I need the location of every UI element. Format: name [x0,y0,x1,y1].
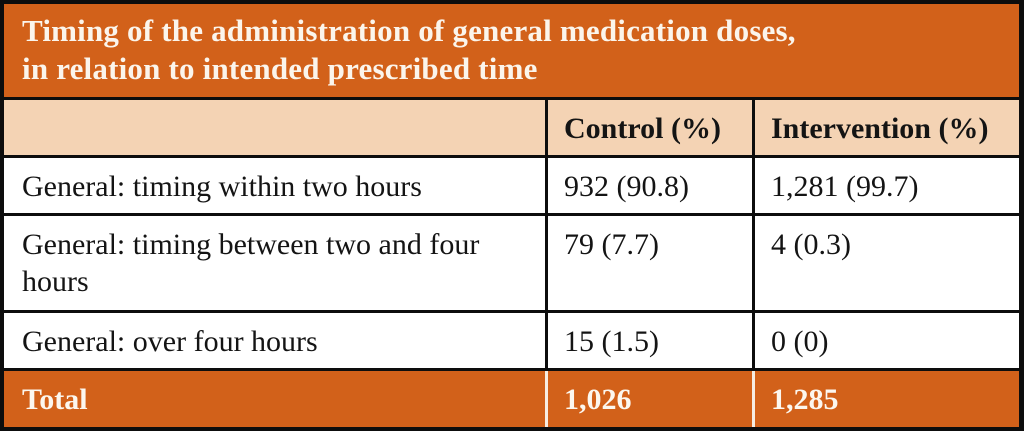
table-row: General: over four hours 15 (1.5) 0 (0) [4,310,1019,368]
table-header-row: Control (%) Intervention (%) [4,97,1019,155]
control-value: 79 (7.7) [548,216,755,310]
title-line-2: in relation to intended prescribed time [22,51,538,86]
table-row: General: timing between two and four hou… [4,213,1019,310]
header-cell-empty [4,100,548,155]
table-total-row: Total 1,026 1,285 [4,368,1019,427]
header-cell-intervention: Intervention (%) [771,112,989,145]
intervention-value: 1,281 (99.7) [771,170,919,203]
table-frame: Timing of the administration of general … [0,0,1024,431]
intervention-value: 4 (0.3) [771,228,851,261]
data-table: Control (%) Intervention (%) General: ti… [4,97,1019,427]
table-row: General: timing within two hours 932 (90… [4,155,1019,213]
intervention-value: 0 (0) [771,325,829,358]
total-label: Total [4,371,548,427]
total-intervention-value: 1,285 [771,383,839,416]
row-label: General: timing between two and four hou… [4,216,548,310]
row-label: General: timing within two hours [4,158,548,213]
table-title: Timing of the administration of general … [4,4,1019,97]
header-cell-control: Control (%) [548,100,755,155]
control-value: 15 (1.5) [548,313,755,368]
total-control-value: 1,026 [548,371,755,427]
title-line-1: Timing of the administration of general … [22,13,796,48]
row-label: General: over four hours [4,313,548,368]
control-value: 932 (90.8) [548,158,755,213]
